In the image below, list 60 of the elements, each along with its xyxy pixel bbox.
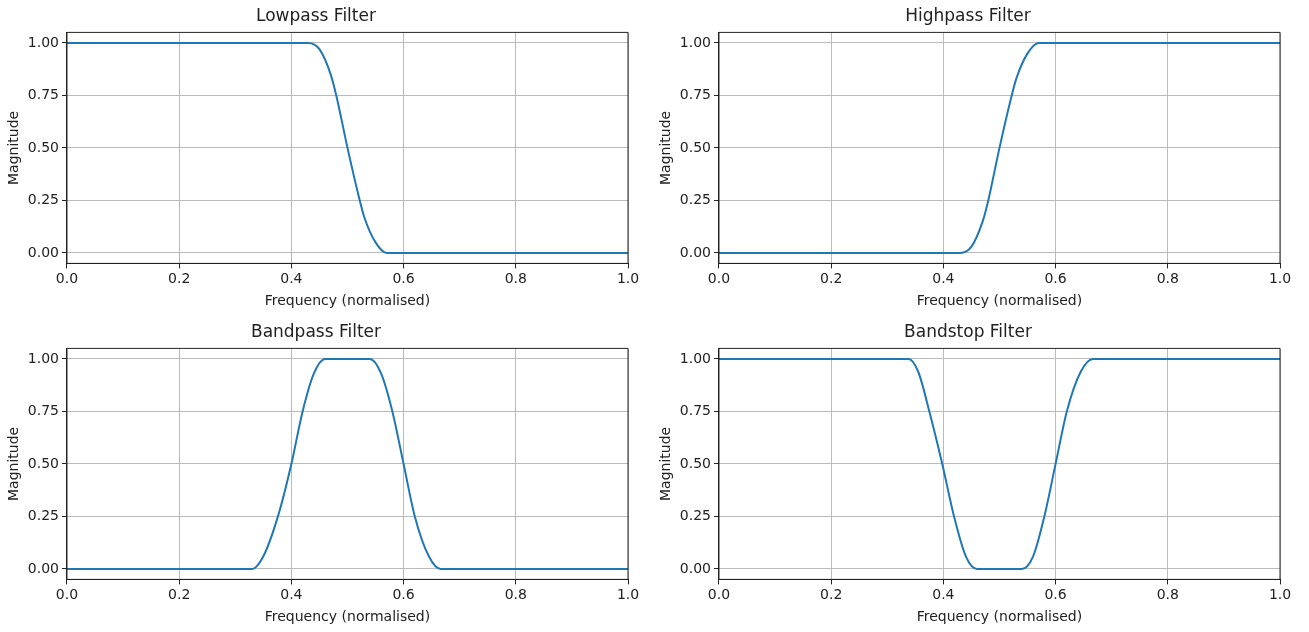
x-tick-label: 0.0 xyxy=(707,586,731,603)
y-axis-title: Magnitude xyxy=(5,110,22,185)
line-series xyxy=(66,357,628,570)
y-tick-label: 0.25 xyxy=(679,191,711,208)
x-tick-label: 0.2 xyxy=(820,586,843,603)
y-tick-label: 1.00 xyxy=(27,33,59,50)
x-tick-label: 0.4 xyxy=(280,270,303,287)
chart-title: Lowpass Filter xyxy=(256,4,376,25)
x-tick-label: 1.0 xyxy=(1268,270,1292,287)
x-axis-title: Frequency (normalised) xyxy=(916,292,1083,309)
line-series xyxy=(66,41,628,254)
x-tick-label: 0.6 xyxy=(1044,270,1067,287)
y-tick-label: 0.00 xyxy=(27,559,59,576)
y-tick-label: 0.25 xyxy=(27,191,59,208)
x-tick-label: 0.4 xyxy=(280,586,303,603)
line-series xyxy=(718,41,1280,254)
x-tick-label: 0.6 xyxy=(392,586,415,603)
x-tick-label: 0.0 xyxy=(707,270,731,287)
x-tick-label: 1.0 xyxy=(616,270,640,287)
x-tick-label: 0.0 xyxy=(55,270,79,287)
y-tick-label: 0.50 xyxy=(679,138,711,155)
x-tick-label: 0.2 xyxy=(168,586,191,603)
x-tick-label: 0.8 xyxy=(1156,270,1179,287)
x-tick-label: 0.2 xyxy=(820,270,843,287)
x-tick-label: 1.0 xyxy=(1268,586,1292,603)
x-axis-title: Frequency (normalised) xyxy=(264,608,431,625)
y-tick-label: 1.00 xyxy=(679,33,711,50)
x-tick-label: 0.4 xyxy=(932,586,955,603)
x-tick-label: 0.0 xyxy=(55,586,79,603)
y-tick-label: 0.75 xyxy=(27,402,59,419)
y-tick-label: 0.75 xyxy=(27,86,59,103)
y-tick-label: 0.50 xyxy=(27,138,59,155)
y-tick-label: 1.00 xyxy=(27,349,59,366)
y-tick-label: 0.50 xyxy=(679,454,711,471)
y-tick-label: 0.75 xyxy=(679,402,711,419)
x-axis-title: Frequency (normalised) xyxy=(264,292,431,309)
x-tick-label: 0.6 xyxy=(1044,586,1067,603)
chart-title: Bandpass Filter xyxy=(250,320,382,341)
y-tick-label: 0.50 xyxy=(27,454,59,471)
x-tick-label: 0.8 xyxy=(504,586,527,603)
x-tick-label: 1.0 xyxy=(616,586,640,603)
y-tick-label: 0.75 xyxy=(679,86,711,103)
y-tick-label: 0.00 xyxy=(679,559,711,576)
x-tick-label: 0.8 xyxy=(504,270,527,287)
y-tick-label: 0.00 xyxy=(679,243,711,260)
x-tick-label: 0.2 xyxy=(168,270,191,287)
y-axis-title: Magnitude xyxy=(5,426,22,501)
y-axis-title: Magnitude xyxy=(657,110,674,185)
x-axis-title: Frequency (normalised) xyxy=(916,608,1083,625)
x-tick-label: 0.6 xyxy=(392,270,415,287)
chart-title: Highpass Filter xyxy=(905,4,1031,25)
y-axis-title: Magnitude xyxy=(657,426,674,501)
y-tick-label: 1.00 xyxy=(679,349,711,366)
chart-title: Bandstop Filter xyxy=(904,320,1032,341)
y-tick-label: 0.00 xyxy=(27,243,59,260)
y-tick-label: 0.25 xyxy=(27,507,59,524)
x-tick-label: 0.4 xyxy=(932,270,955,287)
y-tick-label: 0.25 xyxy=(679,507,711,524)
x-tick-label: 0.8 xyxy=(1156,586,1179,603)
line-series xyxy=(718,357,1280,570)
